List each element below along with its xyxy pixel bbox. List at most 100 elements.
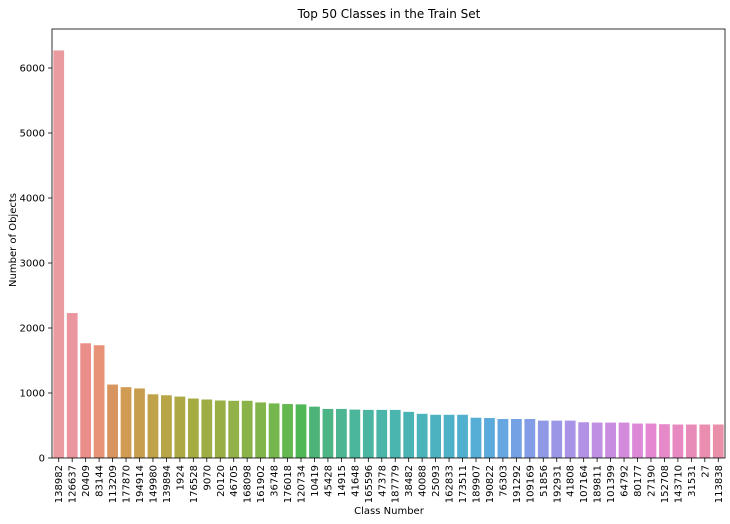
y-tick-label: 5000: [20, 129, 45, 140]
y-tick-label: 1000: [20, 389, 45, 400]
bar-113209: [107, 384, 118, 458]
x-tick-label: 40088: [418, 465, 429, 497]
bar-168098: [241, 400, 253, 458]
bar-176528: [187, 398, 199, 458]
bar-113838: [712, 424, 724, 458]
bar-138982: [53, 50, 65, 458]
x-tick-label: 10419: [310, 465, 321, 497]
bar-76303: [497, 419, 509, 458]
x-tick-label: 139894: [162, 465, 173, 503]
x-tick-label: 51856: [539, 465, 550, 497]
bar-143710: [672, 424, 684, 458]
bar-162833: [443, 414, 455, 458]
bar-group: [53, 50, 724, 459]
y-tick-label: 2000: [20, 324, 45, 335]
bar-176018: [282, 404, 293, 458]
x-tick-label: 120734: [297, 465, 308, 503]
bar-64792: [618, 422, 630, 458]
x-tick-label: 138982: [54, 465, 65, 503]
x-tick-label: 173511: [458, 465, 469, 503]
x-tick-label: 1924: [175, 465, 186, 490]
x-tick-label: 189907: [471, 465, 482, 503]
bar-107164: [578, 422, 590, 458]
bar-80177: [632, 423, 643, 458]
x-tick-label: 165596: [364, 465, 375, 503]
x-tick-label: 27190: [646, 465, 657, 497]
x-tick-label: 80177: [633, 465, 644, 497]
x-tick-label: 191292: [512, 465, 523, 503]
bar-9070: [201, 399, 213, 458]
x-tick-label: 161902: [256, 465, 267, 503]
bar-25093: [430, 414, 441, 458]
bar-47378: [376, 409, 388, 458]
bar-187779: [389, 409, 401, 458]
chart-title: Top 50 Classes in the Train Set: [297, 7, 481, 21]
x-tick-label: 20409: [81, 465, 92, 497]
bar-36748: [268, 403, 280, 458]
bar-14915: [336, 408, 347, 458]
bar-38482: [403, 411, 415, 458]
x-tick-label: 126637: [68, 465, 79, 503]
bar-173511: [457, 414, 468, 458]
bar-20409: [80, 343, 92, 458]
y-tick-label: 3000: [20, 259, 45, 270]
x-tick-label: 36748: [270, 465, 281, 497]
bar-120734: [295, 404, 307, 459]
bar-152708: [659, 424, 670, 458]
bar-40088: [416, 413, 428, 458]
bar-161902: [255, 402, 267, 458]
x-tick-label: 113209: [108, 465, 119, 503]
x-tick-label: 45428: [323, 465, 334, 497]
bar-139894: [161, 395, 172, 458]
x-tick-label: 25093: [431, 465, 442, 497]
x-tick-label: 76303: [498, 465, 509, 497]
x-tick-label: 176018: [283, 465, 294, 503]
x-tick-label: 143710: [673, 465, 684, 503]
x-tick-label: 46705: [229, 465, 240, 497]
bar-192931: [551, 420, 563, 459]
bar-126637: [66, 313, 78, 458]
x-tick-label: 41648: [350, 465, 361, 497]
x-tick-label: 83144: [95, 465, 106, 497]
x-tick-label: 192931: [552, 465, 563, 503]
y-tick-label: 0: [39, 454, 45, 465]
bar-45428: [322, 408, 334, 458]
x-tick-label: 177870: [122, 465, 133, 503]
bar-165596: [362, 409, 374, 458]
plot-frame: [51, 28, 726, 459]
bar-189811: [591, 422, 603, 458]
x-tick-label: 109169: [525, 465, 536, 503]
x-tick-label: 152708: [660, 465, 671, 503]
x-tick-label: 31531: [687, 465, 698, 497]
x-axis: 138982 126637 20409 83144 113209 177870 194914…: [54, 458, 725, 503]
x-tick-label: 189811: [593, 465, 604, 503]
x-tick-label: 38482: [404, 465, 415, 497]
bar-41808: [564, 420, 576, 459]
bar-27: [699, 424, 711, 458]
bar-194914: [134, 388, 145, 458]
x-tick-label: 176528: [189, 465, 200, 503]
bar-83144: [93, 345, 105, 458]
x-tick-label: 14915: [337, 465, 348, 497]
x-axis-title: Class Number: [354, 506, 425, 517]
bar-31531: [685, 424, 697, 458]
bar-191292: [510, 419, 522, 458]
bar-189907: [470, 417, 482, 458]
y-axis-title: Number of Objects: [8, 193, 19, 287]
bar-101399: [605, 422, 616, 458]
x-tick-label: 9070: [202, 465, 213, 490]
x-tick-label: 41808: [566, 465, 577, 497]
x-tick-label: 27: [700, 465, 711, 478]
bar-41648: [349, 409, 361, 458]
x-tick-label: 113838: [714, 465, 725, 503]
bar-46705: [228, 400, 240, 458]
bar-149980: [147, 394, 159, 458]
bar-51856: [537, 420, 549, 459]
x-tick-label: 20120: [216, 465, 227, 497]
x-tick-label: 168098: [243, 465, 254, 503]
y-axis: 0 1000 2000 3000 4000 5000 6000: [20, 64, 52, 465]
x-tick-label: 101399: [606, 465, 617, 503]
bar-27190: [645, 423, 657, 458]
bar-10419: [309, 406, 320, 458]
